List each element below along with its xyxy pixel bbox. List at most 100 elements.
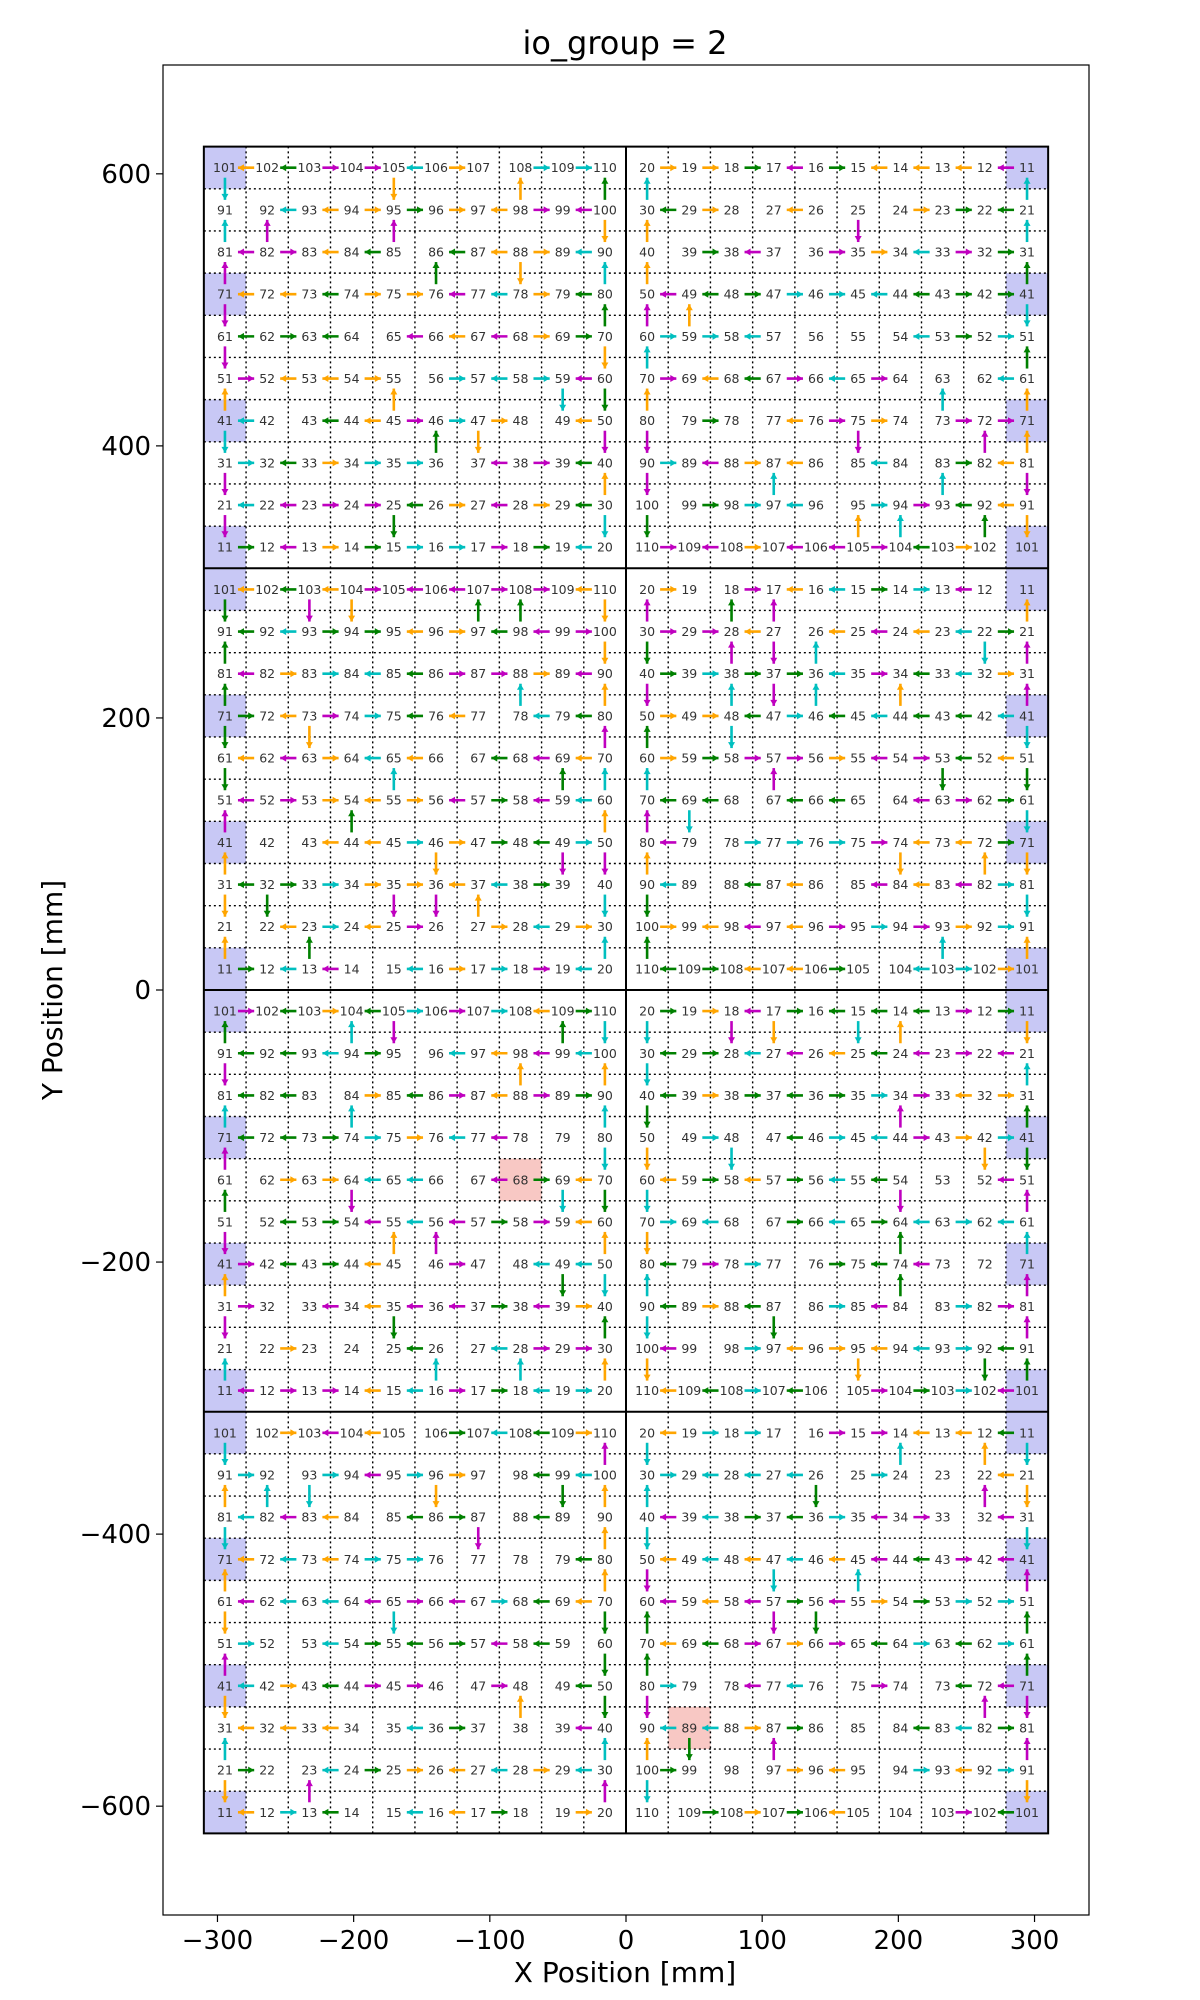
chip-label: 44 xyxy=(344,413,360,428)
link-arrow xyxy=(660,1007,677,1015)
link-arrow xyxy=(702,965,719,973)
link-arrow xyxy=(997,206,1015,214)
link-arrow xyxy=(491,1134,508,1142)
chip-label: 24 xyxy=(892,624,908,639)
chip-label: 102 xyxy=(973,540,997,555)
chip-label: 53 xyxy=(935,751,951,766)
link-arrow xyxy=(1023,346,1031,369)
chip-label: 29 xyxy=(555,919,571,934)
chip-label: 14 xyxy=(344,1383,360,1398)
link-arrow xyxy=(896,1021,904,1044)
chip-label: 65 xyxy=(850,371,866,386)
link-arrow xyxy=(913,1513,930,1521)
link-arrow xyxy=(601,641,609,664)
link-arrow xyxy=(575,1555,592,1563)
link-arrow xyxy=(491,754,508,762)
chip-label: 104 xyxy=(340,582,364,597)
chip-label: 37 xyxy=(766,245,782,260)
chip-label: 83 xyxy=(935,877,951,892)
chip-label: 45 xyxy=(386,1257,402,1272)
link-arrow xyxy=(702,1429,719,1437)
link-arrow xyxy=(575,1218,592,1226)
chip-label: 13 xyxy=(301,1805,317,1820)
chip-label: 20 xyxy=(597,1805,613,1820)
link-arrow xyxy=(491,1682,508,1690)
link-arrow xyxy=(955,417,972,425)
link-arrow xyxy=(364,1387,381,1395)
chip-label: 82 xyxy=(259,666,275,681)
link-arrow xyxy=(1023,1737,1031,1761)
chip-label: 58 xyxy=(724,329,740,344)
chip-label: 93 xyxy=(935,1341,951,1356)
link-arrow xyxy=(997,1302,1015,1310)
link-arrow xyxy=(643,1484,651,1508)
chip-label: 92 xyxy=(259,624,275,639)
link-arrow xyxy=(1023,768,1031,791)
link-arrow xyxy=(913,1134,930,1142)
chip-label: 93 xyxy=(935,1763,951,1778)
link-arrow xyxy=(660,1513,677,1521)
chip-label: 52 xyxy=(259,1214,275,1229)
link-arrow xyxy=(533,375,550,383)
chip-label: 97 xyxy=(470,1467,486,1482)
chip-label: 31 xyxy=(1019,1510,1035,1525)
link-arrow xyxy=(280,1007,297,1015)
chip-label: 71 xyxy=(1019,1678,1035,1693)
chip-label: 21 xyxy=(1019,1046,1035,1061)
link-arrow xyxy=(854,515,862,538)
chip-label: 29 xyxy=(681,1467,697,1482)
chip-label: 15 xyxy=(386,961,402,976)
link-arrow xyxy=(364,796,381,804)
link-arrow xyxy=(221,1105,229,1128)
link-arrow xyxy=(533,923,550,931)
link-arrow xyxy=(702,754,719,762)
chip-label: 78 xyxy=(724,835,740,850)
chip-label: 69 xyxy=(681,793,697,808)
chip-label: 33 xyxy=(301,1299,317,1314)
link-arrow xyxy=(280,965,297,973)
chip-label: 47 xyxy=(766,1552,782,1567)
chip-label: 22 xyxy=(977,624,993,639)
link-arrow xyxy=(913,1766,930,1774)
title-group: io_group = 2 xyxy=(523,24,728,62)
chip-label: 23 xyxy=(935,1046,951,1061)
chip-label: 69 xyxy=(681,371,697,386)
link-arrow xyxy=(786,754,803,762)
link-arrow xyxy=(770,641,778,664)
chip-label: 49 xyxy=(555,1678,571,1693)
chip-label: 76 xyxy=(808,1678,824,1693)
link-arrow xyxy=(913,1555,930,1563)
link-arrow xyxy=(744,1724,761,1732)
link-arrow xyxy=(601,683,609,706)
chip-label: 47 xyxy=(766,287,782,302)
chip-label: 32 xyxy=(977,1088,993,1103)
chip-label: 49 xyxy=(681,287,697,302)
link-arrow xyxy=(702,796,719,804)
link-arrow xyxy=(348,1105,356,1128)
chip-label: 87 xyxy=(470,1088,486,1103)
link-arrow xyxy=(491,375,508,383)
x-tick-label: −300 xyxy=(182,1926,253,1956)
chip-label: 25 xyxy=(386,498,402,513)
link-arrow xyxy=(406,501,424,509)
link-arrow xyxy=(854,219,862,243)
chip-label: 93 xyxy=(935,919,951,934)
chip-label: 22 xyxy=(259,498,275,513)
chip-label: 70 xyxy=(597,329,613,344)
chip-label: 61 xyxy=(217,751,233,766)
chip-label: 43 xyxy=(935,708,951,723)
link-arrow xyxy=(280,164,297,172)
link-arrow xyxy=(660,754,677,762)
link-arrow xyxy=(643,1527,651,1550)
chip-label: 69 xyxy=(555,751,571,766)
chip-label: 89 xyxy=(681,1299,697,1314)
link-arrow xyxy=(406,1766,424,1774)
chip-label: 59 xyxy=(555,793,571,808)
link-arrow xyxy=(786,881,803,889)
link-arrow xyxy=(364,754,381,762)
link-arrow xyxy=(575,1302,592,1310)
chip-label: 60 xyxy=(597,371,613,386)
link-arrow xyxy=(955,248,972,256)
link-arrow xyxy=(1023,1021,1031,1044)
link-arrow xyxy=(237,1766,255,1774)
